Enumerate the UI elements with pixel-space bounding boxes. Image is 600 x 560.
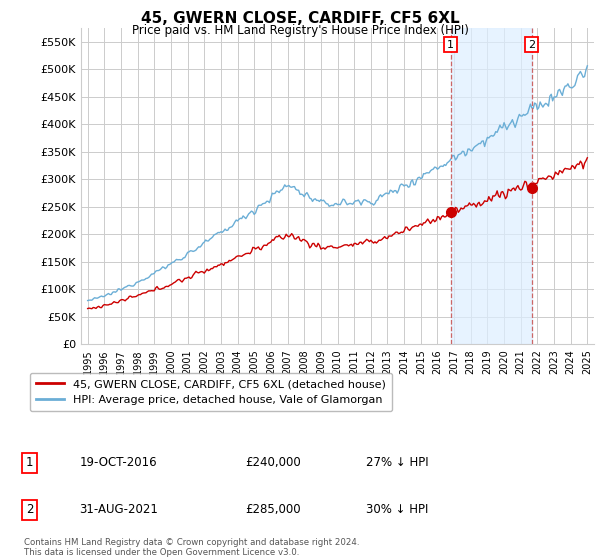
Legend: 45, GWERN CLOSE, CARDIFF, CF5 6XL (detached house), HPI: Average price, detached: 45, GWERN CLOSE, CARDIFF, CF5 6XL (detac… [29,372,392,412]
Text: 31-AUG-2021: 31-AUG-2021 [79,503,158,516]
Text: £240,000: £240,000 [245,456,301,469]
Text: Contains HM Land Registry data © Crown copyright and database right 2024.
This d: Contains HM Land Registry data © Crown c… [24,538,359,557]
Text: 2: 2 [26,503,33,516]
Text: 30% ↓ HPI: 30% ↓ HPI [366,503,428,516]
Text: 45, GWERN CLOSE, CARDIFF, CF5 6XL: 45, GWERN CLOSE, CARDIFF, CF5 6XL [140,11,460,26]
Text: 27% ↓ HPI: 27% ↓ HPI [366,456,429,469]
Text: £285,000: £285,000 [245,503,301,516]
Bar [451,28,532,344]
Text: 1: 1 [26,456,33,469]
Text: 19-OCT-2016: 19-OCT-2016 [79,456,157,469]
Text: 1: 1 [447,40,454,49]
Text: Price paid vs. HM Land Registry's House Price Index (HPI): Price paid vs. HM Land Registry's House … [131,24,469,36]
Text: 2: 2 [528,40,535,49]
